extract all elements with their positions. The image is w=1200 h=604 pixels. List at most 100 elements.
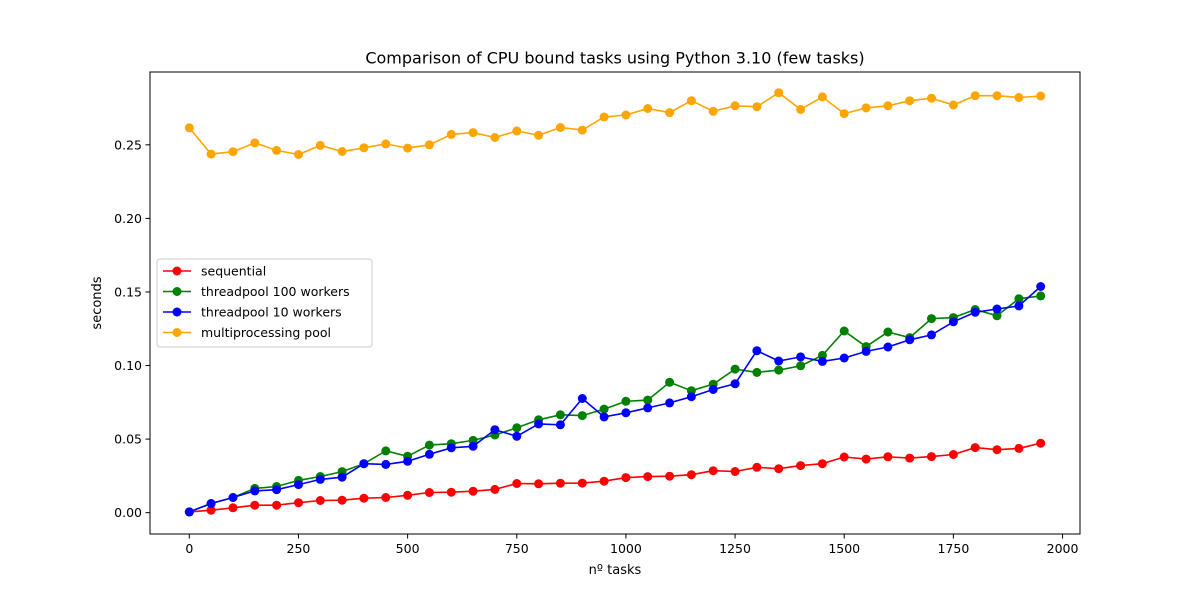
data-point bbox=[796, 104, 806, 114]
chart-title: Comparison of CPU bound tasks using Pyth… bbox=[365, 49, 864, 68]
data-point bbox=[490, 133, 500, 142]
data-point bbox=[796, 352, 806, 362]
data-point bbox=[621, 408, 631, 418]
data-point bbox=[643, 395, 653, 405]
data-point bbox=[665, 471, 675, 481]
data-point bbox=[796, 461, 806, 471]
data-point bbox=[970, 307, 980, 317]
data-point bbox=[337, 147, 347, 156]
data-point bbox=[577, 411, 587, 421]
legend: sequential threadpool 100 workers threadpo… bbox=[156, 258, 373, 348]
y-tick-label: 0.20 bbox=[114, 211, 142, 226]
data-point bbox=[424, 140, 434, 150]
data-point bbox=[970, 91, 980, 101]
data-point bbox=[228, 493, 238, 502]
series-line-2 bbox=[189, 285, 1042, 513]
x-tick-label: 2000 bbox=[1047, 541, 1079, 556]
data-point bbox=[708, 385, 718, 394]
data-point bbox=[927, 93, 936, 103]
data-point bbox=[512, 423, 522, 433]
legend-marker bbox=[172, 307, 182, 317]
data-point bbox=[228, 503, 238, 513]
data-point bbox=[577, 125, 587, 135]
data-point bbox=[839, 109, 849, 119]
data-point bbox=[992, 311, 1002, 321]
data-point bbox=[621, 473, 631, 483]
data-point bbox=[992, 304, 1002, 314]
data-point bbox=[446, 487, 456, 497]
data-point bbox=[184, 507, 194, 517]
series-line-0 bbox=[189, 442, 1041, 513]
data-point bbox=[686, 392, 696, 402]
data-point bbox=[992, 445, 1002, 455]
y-axis: 0.00 0.05 0.10 0.15 0.20 0.25 bbox=[114, 137, 150, 520]
legend-marker bbox=[172, 266, 182, 276]
data-point bbox=[424, 440, 434, 450]
data-point bbox=[730, 379, 740, 389]
data-point bbox=[381, 493, 391, 502]
data-point bbox=[643, 472, 653, 482]
x-tick-label: 1000 bbox=[610, 541, 642, 556]
data-point bbox=[752, 102, 762, 112]
data-point bbox=[294, 498, 303, 508]
data-point bbox=[250, 486, 260, 496]
data-point bbox=[468, 486, 478, 496]
x-axis-label: nº tasks bbox=[589, 563, 642, 578]
data-point bbox=[294, 150, 303, 159]
data-point bbox=[774, 464, 784, 474]
data-point bbox=[708, 466, 718, 476]
data-point bbox=[905, 96, 915, 106]
data-point bbox=[228, 147, 238, 157]
plot-frame bbox=[149, 71, 1081, 535]
x-tick-label: 500 bbox=[396, 541, 420, 556]
data-point bbox=[359, 493, 369, 503]
data-point bbox=[272, 500, 282, 510]
data-point bbox=[599, 112, 609, 122]
data-point bbox=[905, 453, 915, 463]
data-point bbox=[250, 500, 260, 510]
legend-label: multiprocessing pool bbox=[201, 325, 331, 340]
data-point bbox=[599, 412, 609, 422]
data-point bbox=[752, 346, 762, 356]
x-tick-label: 1750 bbox=[937, 541, 969, 556]
data-point bbox=[708, 106, 718, 116]
data-point bbox=[686, 96, 696, 106]
data-point bbox=[643, 403, 653, 413]
data-point bbox=[883, 101, 893, 111]
data-point bbox=[512, 479, 522, 488]
data-point bbox=[424, 488, 434, 497]
data-point bbox=[1014, 443, 1024, 453]
data-point bbox=[446, 129, 456, 139]
data-point bbox=[817, 356, 827, 366]
data-point bbox=[381, 139, 391, 149]
data-point bbox=[839, 452, 849, 462]
data-point bbox=[883, 342, 893, 352]
data-point bbox=[337, 472, 347, 482]
data-point bbox=[184, 123, 194, 133]
data-point bbox=[1014, 301, 1024, 311]
data-point bbox=[381, 459, 391, 469]
data-point bbox=[555, 420, 565, 430]
data-point bbox=[272, 485, 282, 495]
data-point bbox=[534, 419, 544, 429]
data-point bbox=[948, 450, 958, 459]
data-point bbox=[424, 449, 434, 459]
data-point bbox=[774, 356, 784, 366]
data-point bbox=[555, 123, 565, 132]
data-point bbox=[359, 459, 369, 469]
data-point bbox=[948, 100, 958, 110]
data-point bbox=[774, 365, 784, 375]
data-point bbox=[490, 425, 500, 435]
data-point bbox=[534, 130, 544, 140]
data-point bbox=[839, 326, 849, 336]
data-point bbox=[250, 138, 260, 148]
data-point bbox=[206, 505, 216, 515]
data-point bbox=[206, 149, 216, 159]
legend-label: threadpool 10 workers bbox=[201, 305, 342, 320]
y-tick-label: 0.10 bbox=[114, 358, 142, 373]
data-point bbox=[1036, 438, 1046, 448]
data-point bbox=[534, 479, 544, 489]
data-point bbox=[1014, 294, 1024, 304]
